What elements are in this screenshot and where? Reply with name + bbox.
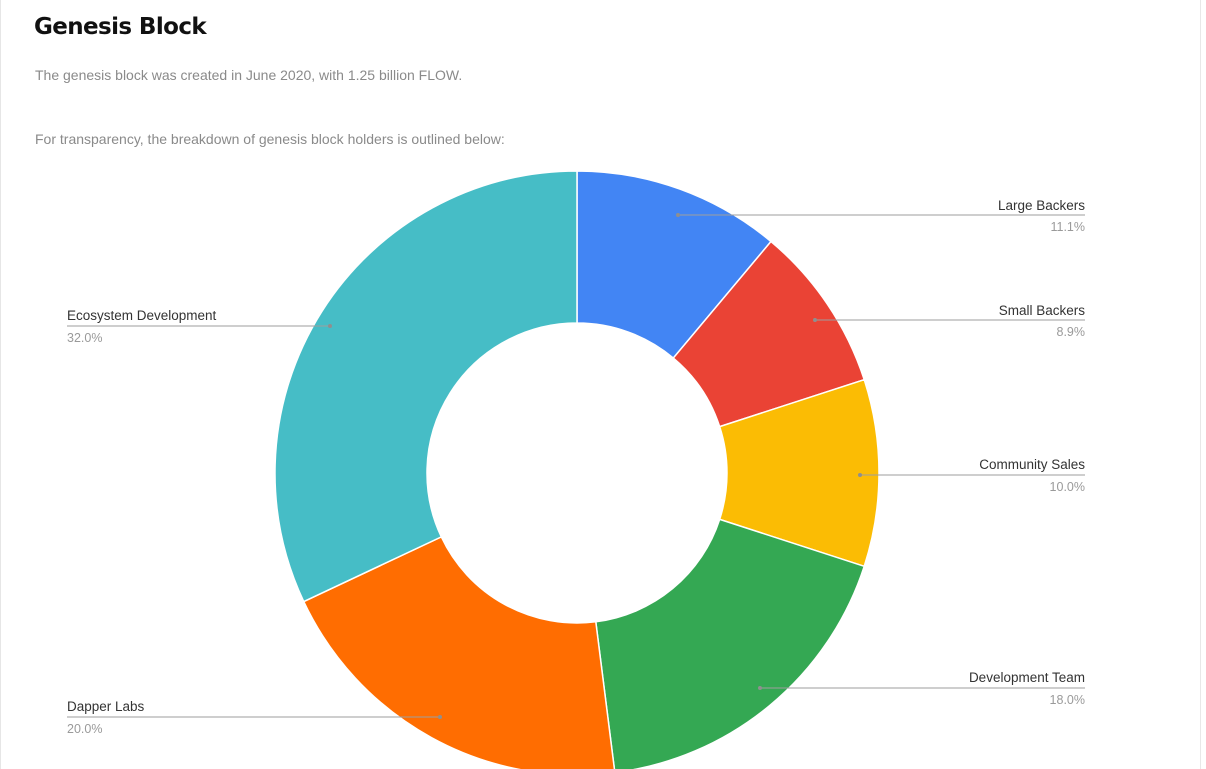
leader-dot bbox=[676, 213, 680, 217]
right-border bbox=[1200, 0, 1201, 769]
slice-label: Ecosystem Development bbox=[67, 308, 217, 323]
slice-label: Dapper Labs bbox=[67, 699, 145, 714]
slice-percentage: 20.0% bbox=[67, 722, 102, 736]
intro-text: The genesis block was created in June 20… bbox=[35, 67, 463, 83]
slice-development-team bbox=[594, 518, 866, 769]
transparency-text: For transparency, the breakdown of genes… bbox=[35, 131, 505, 147]
leader-dot bbox=[813, 318, 817, 322]
label-leader-lines bbox=[67, 213, 1085, 719]
slice-percentage: 32.0% bbox=[67, 331, 102, 345]
slice-labels: Large Backers 11.1% Small Backers 8.9% Commu… bbox=[67, 198, 1085, 736]
slice-label: Small Backers bbox=[999, 303, 1086, 318]
slice-percentage: 8.9% bbox=[1057, 325, 1086, 339]
slice-ecosystem-development bbox=[274, 170, 578, 603]
page-title: Genesis Block bbox=[34, 14, 207, 40]
slice-dapper-labs bbox=[302, 535, 616, 769]
slice-label: Development Team bbox=[969, 670, 1085, 685]
slice-label: Community Sales bbox=[979, 457, 1085, 472]
left-border bbox=[0, 0, 1, 769]
leader-dot bbox=[438, 715, 442, 719]
donut-slices bbox=[274, 170, 880, 769]
leader-dot bbox=[858, 473, 862, 477]
leader-dot bbox=[758, 686, 762, 690]
slice-percentage: 18.0% bbox=[1050, 693, 1085, 707]
leader-dot bbox=[328, 324, 332, 328]
slice-percentage: 11.1% bbox=[1050, 220, 1085, 234]
slice-label: Large Backers bbox=[998, 198, 1085, 213]
slice-percentage: 10.0% bbox=[1050, 480, 1085, 494]
